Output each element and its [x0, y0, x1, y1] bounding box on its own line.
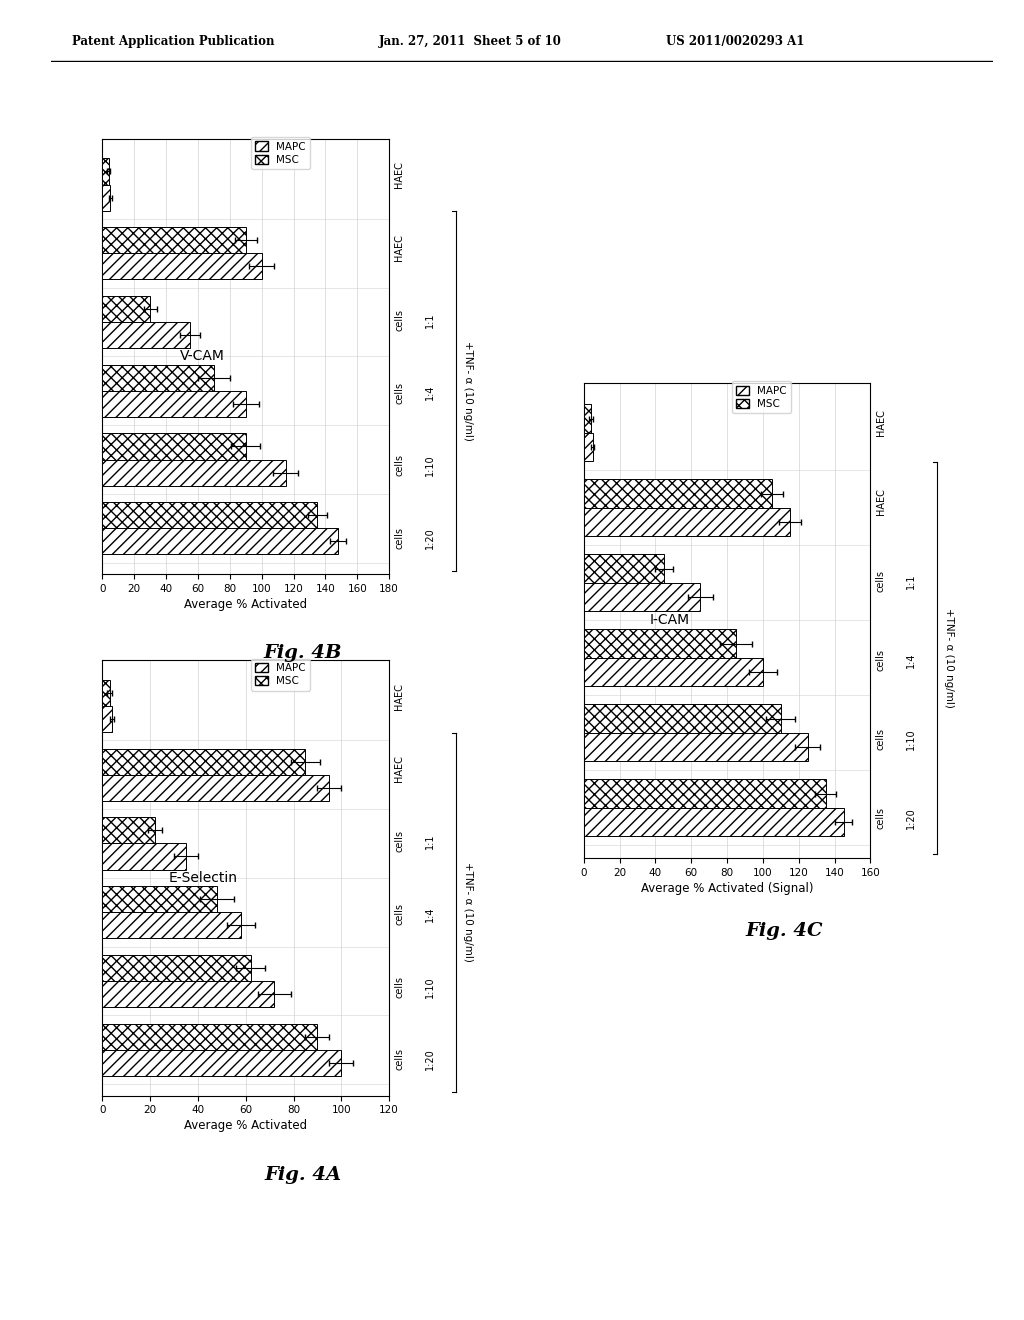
Text: HAEC: HAEC [394, 682, 404, 710]
Bar [102, 391, 246, 417]
Bar [102, 981, 274, 1007]
Text: cells: cells [394, 830, 404, 853]
Bar [102, 1023, 317, 1049]
Text: cells: cells [394, 527, 404, 549]
Bar [102, 706, 112, 733]
Text: cells: cells [876, 729, 886, 750]
Text: cells: cells [394, 975, 404, 998]
Bar [584, 779, 825, 808]
Text: Fig. 4A: Fig. 4A [264, 1166, 342, 1184]
Legend: MAPC, MSC: MAPC, MSC [251, 659, 309, 690]
Bar [102, 502, 317, 528]
Text: 1:1: 1:1 [425, 313, 435, 327]
Text: 1:4: 1:4 [425, 385, 435, 400]
Bar [584, 657, 763, 686]
Legend: MAPC, MSC: MAPC, MSC [251, 137, 309, 169]
Bar [584, 508, 790, 536]
Text: I-CAM: I-CAM [649, 614, 690, 627]
Bar [102, 433, 246, 459]
Text: Fig. 4B: Fig. 4B [264, 644, 342, 663]
Text: cells: cells [876, 808, 886, 829]
Bar [102, 886, 217, 912]
Bar [102, 227, 246, 253]
Bar [102, 680, 110, 706]
Bar [102, 158, 109, 185]
Bar [102, 843, 186, 870]
Bar [584, 479, 772, 508]
Bar [584, 404, 591, 433]
Bar [102, 185, 111, 211]
Bar [102, 364, 214, 391]
Bar [584, 733, 808, 762]
Text: US 2011/0020293 A1: US 2011/0020293 A1 [666, 34, 804, 48]
Bar [102, 1049, 341, 1076]
Text: cells: cells [394, 309, 404, 331]
Text: Patent Application Publication: Patent Application Publication [72, 34, 274, 48]
Text: HAEC: HAEC [394, 234, 404, 261]
Text: 1:10: 1:10 [906, 729, 916, 750]
Text: HAEC: HAEC [876, 409, 886, 436]
Bar [102, 528, 338, 554]
Text: HAEC: HAEC [876, 488, 886, 515]
Bar [102, 459, 286, 486]
Text: +TNF- α (10 ng/ml): +TNF- α (10 ng/ml) [944, 609, 954, 708]
Bar [584, 808, 844, 837]
Text: +TNF- α (10 ng/ml): +TNF- α (10 ng/ml) [463, 341, 473, 441]
Bar [102, 322, 190, 348]
Text: 1:4: 1:4 [906, 652, 916, 668]
Text: 1:10: 1:10 [425, 975, 435, 998]
Text: cells: cells [876, 570, 886, 591]
Text: cells: cells [394, 381, 404, 404]
Legend: MAPC, MSC: MAPC, MSC [732, 381, 791, 413]
Bar [102, 296, 151, 322]
X-axis label: Average % Activated (Signal): Average % Activated (Signal) [641, 882, 813, 895]
Bar [102, 912, 241, 939]
Text: HAEC: HAEC [394, 755, 404, 783]
Bar [584, 705, 780, 733]
Bar [584, 554, 665, 583]
Bar [102, 817, 155, 843]
Text: 1:10: 1:10 [425, 454, 435, 477]
Bar [584, 433, 593, 462]
Text: 1:20: 1:20 [425, 527, 435, 549]
X-axis label: Average % Activated: Average % Activated [184, 1119, 307, 1133]
Text: 1:4: 1:4 [425, 907, 435, 921]
X-axis label: Average % Activated: Average % Activated [184, 598, 307, 611]
Bar [584, 583, 700, 611]
Text: E-Selectin: E-Selectin [168, 871, 238, 884]
Text: 1:1: 1:1 [425, 834, 435, 849]
Text: cells: cells [394, 454, 404, 477]
Text: HAEC: HAEC [394, 161, 404, 189]
Bar [584, 630, 736, 657]
Text: 1:20: 1:20 [425, 1048, 435, 1071]
Bar [102, 748, 305, 775]
Text: Fig. 4C: Fig. 4C [745, 921, 823, 940]
Bar [102, 253, 262, 280]
Text: 1:1: 1:1 [906, 573, 916, 589]
Bar [102, 775, 330, 801]
Text: cells: cells [394, 1048, 404, 1071]
Text: cells: cells [394, 903, 404, 925]
Text: +TNF- α (10 ng/ml): +TNF- α (10 ng/ml) [463, 862, 473, 962]
Text: cells: cells [876, 649, 886, 671]
Text: Jan. 27, 2011  Sheet 5 of 10: Jan. 27, 2011 Sheet 5 of 10 [379, 34, 562, 48]
Text: V-CAM: V-CAM [180, 350, 225, 363]
Text: 1:20: 1:20 [906, 808, 916, 829]
Bar [102, 954, 251, 981]
